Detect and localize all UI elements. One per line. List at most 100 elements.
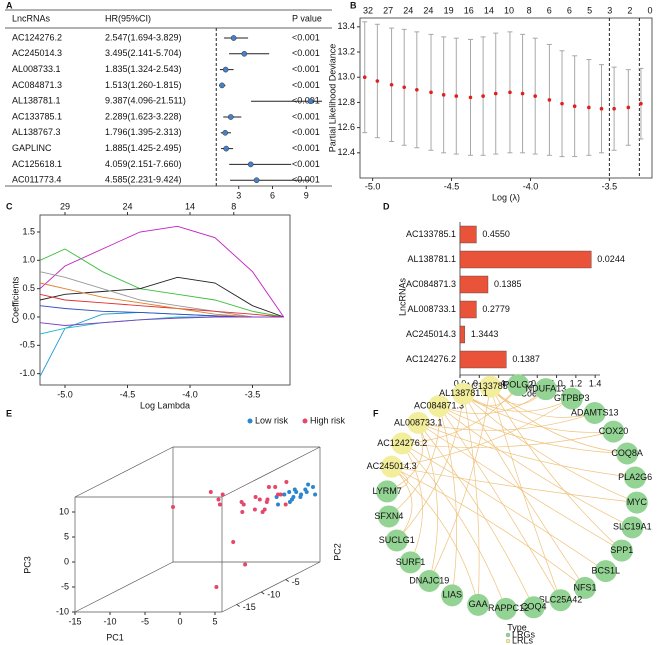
panel-label: B bbox=[350, 0, 357, 10]
node-label: POLG2 bbox=[503, 380, 533, 390]
hr-point bbox=[222, 66, 229, 73]
point bbox=[639, 101, 643, 106]
top-label: 32 bbox=[363, 5, 373, 15]
point bbox=[508, 90, 512, 95]
bar bbox=[459, 300, 477, 319]
node-label: SPP1 bbox=[610, 545, 633, 555]
edge bbox=[418, 422, 535, 608]
point bbox=[260, 510, 265, 514]
y-tick-label: 13.0 bbox=[337, 72, 355, 82]
node bbox=[522, 596, 545, 619]
point bbox=[612, 106, 616, 111]
hr-point bbox=[223, 145, 230, 152]
x-tick-label: -10 bbox=[103, 616, 116, 626]
x-tick-label: -3.5 bbox=[245, 389, 261, 399]
node-label: AC124276.2 bbox=[377, 438, 427, 448]
row-label: AL138781.1 bbox=[12, 96, 61, 106]
plot-frame bbox=[39, 214, 291, 386]
node bbox=[583, 402, 606, 425]
x-axis-label: Log Lambda bbox=[140, 400, 190, 410]
point bbox=[493, 91, 498, 96]
hr-point bbox=[219, 82, 225, 89]
point bbox=[252, 507, 257, 512]
node bbox=[428, 395, 451, 418]
point bbox=[313, 492, 318, 497]
x-tick-label: 1.4 bbox=[589, 378, 602, 388]
edge bbox=[402, 443, 606, 572]
x-tick-label: -4.0 bbox=[182, 389, 198, 399]
edge bbox=[418, 422, 636, 478]
x-tick-label: -4.5 bbox=[120, 389, 136, 399]
node bbox=[376, 480, 399, 503]
bar bbox=[459, 250, 592, 269]
row-label: AC125618.1 bbox=[12, 159, 62, 169]
point bbox=[468, 95, 473, 100]
x-tick-label: -5 bbox=[141, 616, 149, 626]
x-tick-label: -5.0 bbox=[57, 389, 73, 399]
node bbox=[573, 576, 596, 599]
x-tick-label: 0 bbox=[177, 616, 182, 626]
panel-label: C bbox=[6, 201, 13, 211]
y-tick-label: 12.8 bbox=[337, 97, 355, 107]
p-value: <0.001 bbox=[292, 80, 320, 90]
hr-label: 4.059(2.151-7.660) bbox=[105, 159, 182, 169]
top-tick-label: 24 bbox=[122, 201, 132, 211]
edge bbox=[391, 466, 413, 541]
point bbox=[415, 88, 419, 92]
hr-point bbox=[247, 161, 254, 168]
top-label: 8 bbox=[527, 5, 532, 15]
point bbox=[231, 540, 236, 544]
legend-label: LRLs bbox=[512, 635, 534, 645]
x-tick-label: 3 bbox=[236, 190, 241, 200]
x-tick-label: 6 bbox=[270, 190, 275, 200]
p-value: <0.001 bbox=[292, 143, 320, 153]
y-tick-label: -15 bbox=[243, 602, 256, 612]
legend-swatch bbox=[505, 638, 511, 644]
node bbox=[560, 387, 583, 410]
point bbox=[264, 500, 269, 504]
x-tick-label: 0.2 bbox=[473, 378, 486, 388]
tick bbox=[260, 591, 265, 595]
node-label: AL138781.1 bbox=[439, 388, 488, 398]
bar-label: 0.2779 bbox=[482, 304, 510, 314]
point bbox=[276, 502, 280, 507]
node bbox=[452, 382, 475, 405]
point bbox=[547, 98, 552, 102]
legend-swatch bbox=[505, 632, 511, 638]
panel-label: E bbox=[6, 408, 12, 418]
top-label: 14 bbox=[484, 5, 494, 15]
node-label: NDUFA13 bbox=[526, 384, 567, 394]
bar bbox=[459, 350, 507, 369]
point bbox=[278, 492, 283, 497]
node bbox=[549, 589, 572, 612]
coefficient-path bbox=[39, 276, 284, 318]
point bbox=[362, 75, 367, 80]
node bbox=[399, 551, 422, 574]
edge bbox=[489, 386, 561, 601]
edge bbox=[463, 393, 637, 503]
bar bbox=[459, 275, 489, 294]
edge bbox=[396, 393, 464, 541]
row-label: AL138767.3 bbox=[12, 127, 61, 137]
y-axis-label: LncRNAs bbox=[397, 277, 407, 316]
node bbox=[507, 374, 530, 397]
column-header: P value bbox=[292, 13, 322, 23]
coefficient-path bbox=[39, 293, 284, 318]
category-label: AC245014.3 bbox=[406, 329, 456, 339]
node-label: SLC25A42 bbox=[539, 595, 583, 605]
y-axis-label: Partial Likelihood Deviance bbox=[327, 44, 337, 153]
top-tick-label: 8 bbox=[231, 201, 236, 211]
top-label: 24 bbox=[403, 5, 413, 15]
y-axis-label: PC2 bbox=[332, 543, 342, 561]
p-value: <0.001 bbox=[292, 32, 320, 42]
node-label: SURF1 bbox=[396, 557, 426, 567]
hr-label: 2.289(1.623-3.228) bbox=[105, 111, 182, 121]
category-label: AL008733.1 bbox=[407, 304, 456, 314]
point bbox=[311, 485, 315, 489]
edge bbox=[490, 386, 595, 418]
x-tick-label: 1.2 bbox=[570, 378, 583, 388]
edge bbox=[438, 388, 547, 415]
hr-point bbox=[241, 50, 248, 57]
node bbox=[624, 466, 647, 489]
x-tick-label: -3.5 bbox=[602, 181, 618, 191]
